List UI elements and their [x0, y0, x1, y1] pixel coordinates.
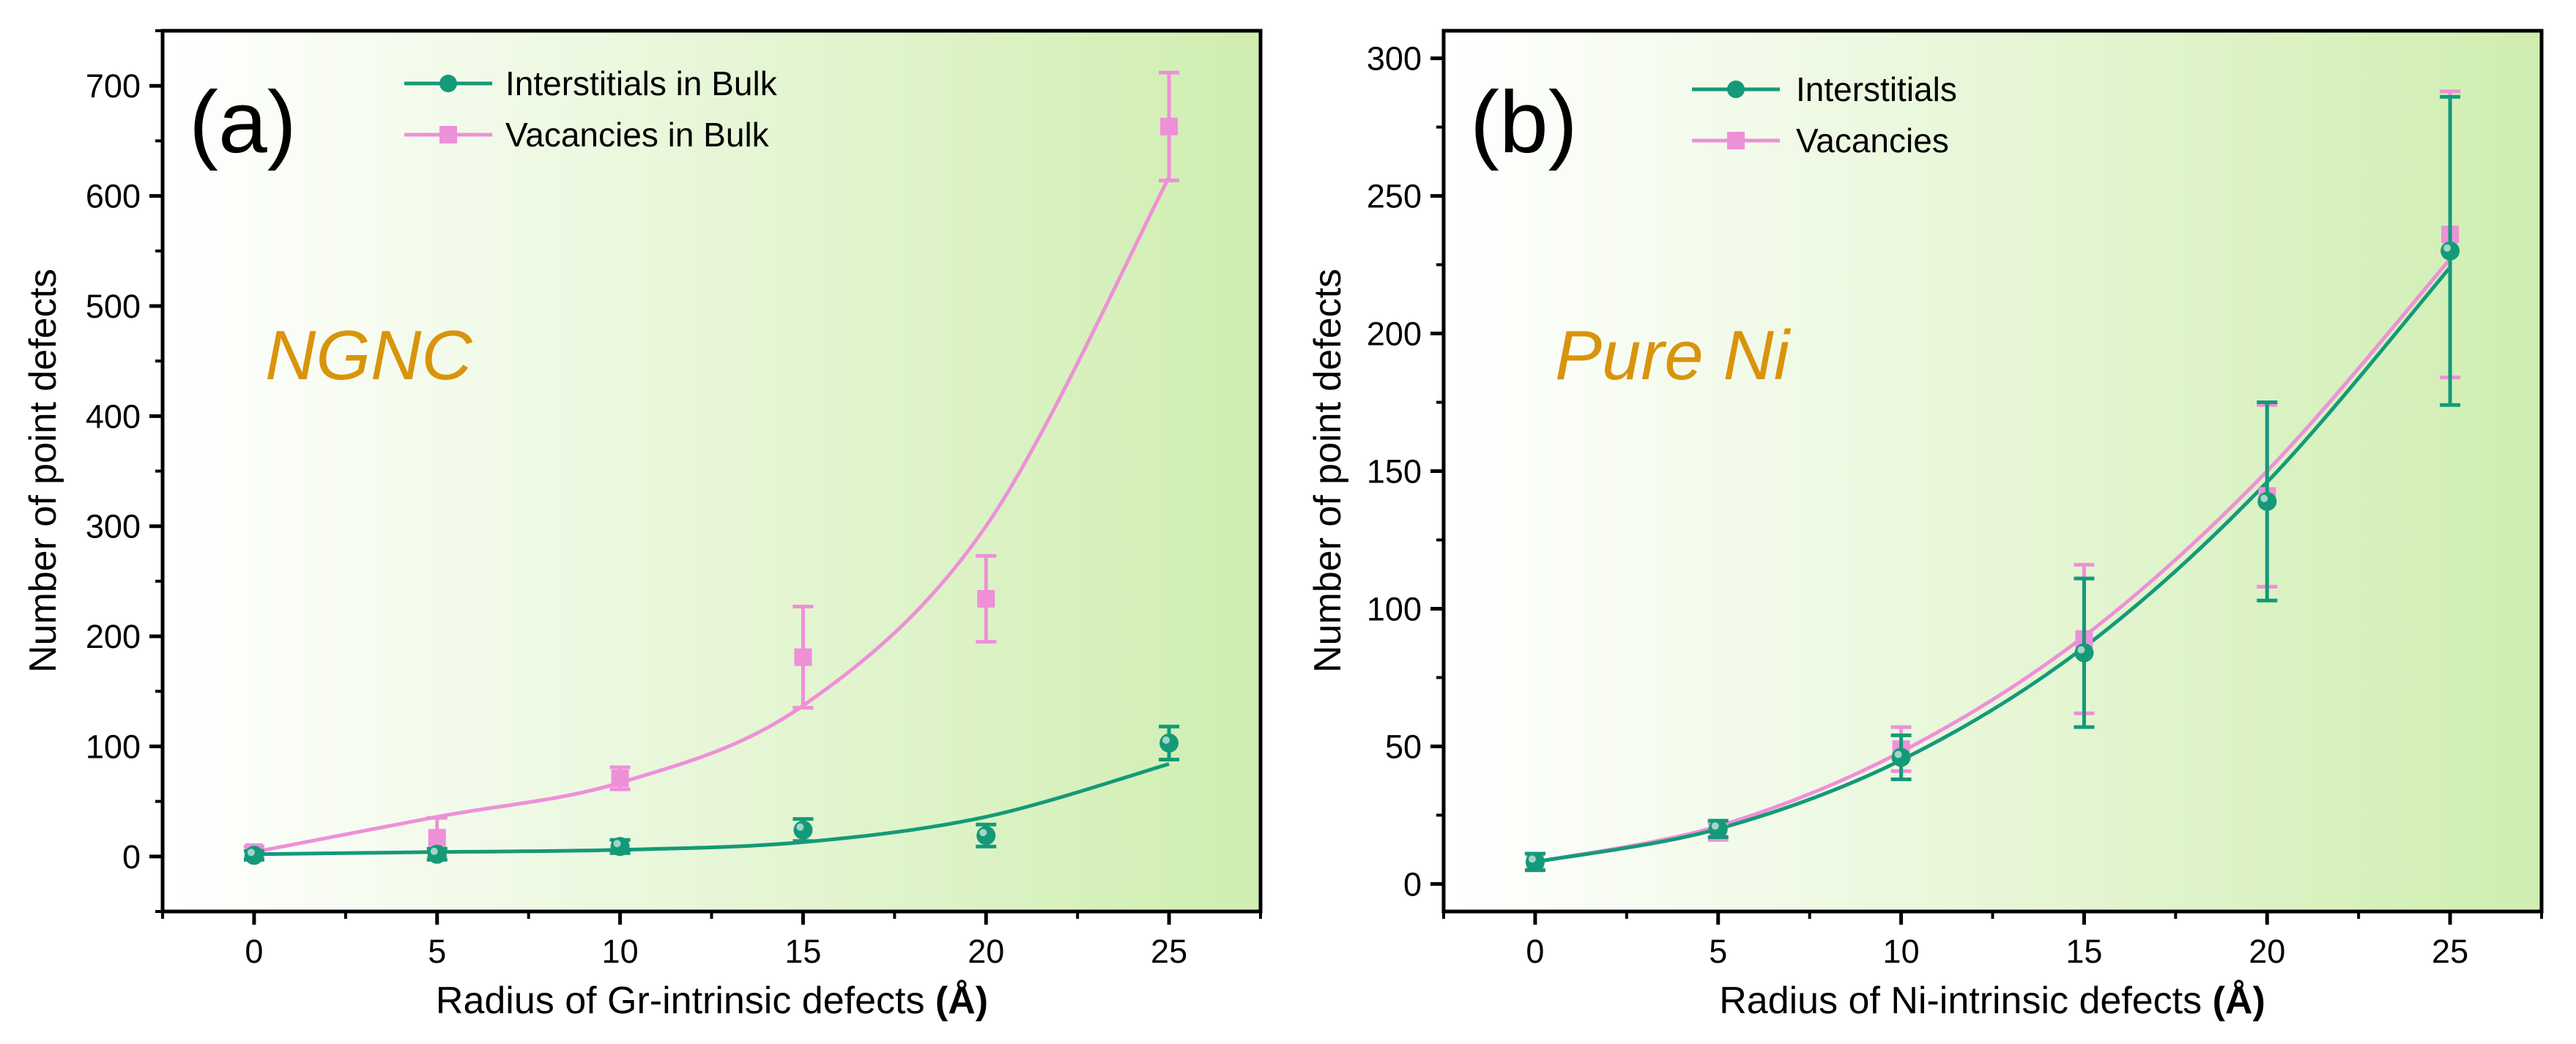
panel-a-interstitials-point-highlight	[1162, 736, 1170, 744]
panel-a-x-axis-title: Radius of Gr-intrinsic defects (Å)	[436, 980, 988, 1022]
panel-a-x-tick-label: 5	[428, 933, 446, 970]
panel-a-vacancies-point	[1160, 117, 1178, 135]
panel-b-interstitials-point	[1525, 852, 1545, 872]
panel-a-interstitials-point	[1159, 733, 1179, 753]
panel-b-y-tick-label: 50	[1385, 728, 1422, 765]
panel-a-annotation: NGNC	[265, 316, 472, 395]
panel-b-legend: Interstitials Vacancies	[1692, 70, 1957, 160]
panel-a-label: (a)	[189, 73, 297, 171]
panel-b-x-axis-title-main: Radius of Ni-intrinsic defects	[1719, 980, 2212, 1022]
panel-b-interstitials-point	[2074, 643, 2094, 663]
panel-b-y-tick-label: 300	[1367, 40, 1422, 78]
panel-b-x-axis-title-unit: (Å)	[2213, 980, 2265, 1022]
panel-a-interstitials-point-highlight	[247, 849, 255, 857]
panel-a-interstitials-point-highlight	[796, 823, 804, 831]
panel-b-interstitials-point-highlight	[2077, 646, 2085, 654]
panel-b-interstitials-point	[2440, 241, 2460, 261]
panel-a-legend-vacancy-marker	[439, 126, 457, 143]
panel-b-interstitials-point-highlight	[1711, 822, 1719, 830]
panel-a-x-axis-title-main: Radius of Gr-intrinsic defects	[436, 980, 935, 1022]
panel-b-interstitials-point	[2257, 491, 2277, 511]
panel-b-x-tick-label: 10	[1883, 933, 1920, 970]
panel-b-x-tick-label: 5	[1709, 933, 1727, 970]
panel-b-x-tick-label: 15	[2065, 933, 2102, 970]
panel-a-fit-curve-interstitials	[253, 762, 1170, 857]
panel-a-x-tick-label: 0	[245, 933, 263, 970]
panel-b-x-tick-label: 25	[2432, 933, 2468, 970]
panel-b-plot-area	[1441, 29, 2544, 914]
panel-b-legend-interstitial-label: Interstitials	[1796, 70, 1957, 108]
panel-a-plot-area	[160, 29, 1263, 914]
panel-a-y-tick-label: 500	[86, 288, 141, 325]
panel-b-legend-vacancy-marker	[1727, 132, 1745, 149]
panel-a-interstitials-point-highlight	[613, 840, 621, 848]
panel-a-x-tick-label: 15	[784, 933, 821, 970]
panel-b-interstitials-point	[1708, 819, 1728, 839]
panel-a-interstitials-point-highlight	[430, 847, 438, 855]
panel-b-y-axis-title: Number of point defects	[1307, 269, 1349, 673]
panel-a-vacancies-point	[794, 648, 812, 666]
panel-a-y-tick-label: 0	[122, 838, 141, 876]
panel-a-interstitials-point-highlight	[979, 829, 987, 837]
panel-a-x-tick-label: 20	[968, 933, 1004, 970]
panel-a-y-axis-title: Number of point defects	[22, 269, 64, 673]
panel-b-interstitials-point-highlight	[2260, 494, 2268, 502]
panel-b-interstitials-point	[1891, 747, 1911, 767]
panel-a-y-tick-label: 100	[86, 728, 141, 765]
panel-b-y-tick-label: 200	[1367, 316, 1422, 353]
panel-b-annotation: Pure Ni	[1555, 316, 1792, 395]
panel-a-vacancies-point	[977, 589, 995, 608]
panel-a-interstitials-point	[244, 846, 264, 865]
panel-a-x-tick-label: 10	[602, 933, 639, 970]
panel-b-legend-interstitial-marker	[1727, 81, 1745, 98]
panel-a-y-tick-label: 600	[86, 178, 141, 215]
panel-a-interstitials-point	[793, 820, 813, 840]
panel-b-y-tick-label: 150	[1367, 453, 1422, 491]
panel-b-interstitials-point-highlight	[1528, 855, 1536, 863]
panel-a-legend-vacancy-label: Vacancies in Bulk	[505, 116, 770, 154]
panel-a-x-axis-title-unit: (Å)	[935, 980, 988, 1022]
panel-a-legend-interstitial-marker	[439, 75, 457, 92]
panel-a-y-tick-label: 700	[86, 67, 141, 105]
panel-b-x-axis-title: Radius of Ni-intrinsic defects (Å)	[1719, 980, 2265, 1022]
panel-a-interstitials-point	[427, 844, 447, 864]
panel-b-label: (b)	[1470, 73, 1578, 171]
panel-a-vacancies-point	[428, 829, 446, 847]
panel-b-y-tick-label: 0	[1403, 865, 1422, 903]
panel-a-legend-interstitial-label: Interstitials in Bulk	[505, 64, 778, 102]
panel-a-legend: Interstitials in Bulk Vacancies in Bulk	[404, 64, 778, 154]
panel-b-interstitials-point-highlight	[1894, 750, 1902, 758]
panel-a-x-tick-label: 25	[1151, 933, 1187, 970]
panel-b-x-tick-label: 0	[1526, 933, 1544, 970]
panel-a-interstitials-point	[976, 826, 996, 846]
panel-b-x-tick-label: 20	[2249, 933, 2285, 970]
panel-a-y-tick-label: 300	[86, 508, 141, 545]
panel-a-y-tick-label: 200	[86, 618, 141, 655]
panel-b-y-tick-label: 250	[1367, 178, 1422, 215]
panel-a-vacancies-point	[611, 769, 629, 788]
panel-a-y-tick-label: 400	[86, 398, 141, 435]
panel-b-legend-vacancy-label: Vacancies	[1796, 122, 1949, 160]
panel-b-y-tick-label: 100	[1367, 590, 1422, 627]
panel-a-interstitials-point	[610, 837, 630, 857]
panel-b-interstitials-point-highlight	[2443, 244, 2451, 252]
panel-a-chart: 0 5 10 15 20 25 0 100 200 300 400 500 600 700 (a) NGN…	[22, 29, 1263, 1022]
